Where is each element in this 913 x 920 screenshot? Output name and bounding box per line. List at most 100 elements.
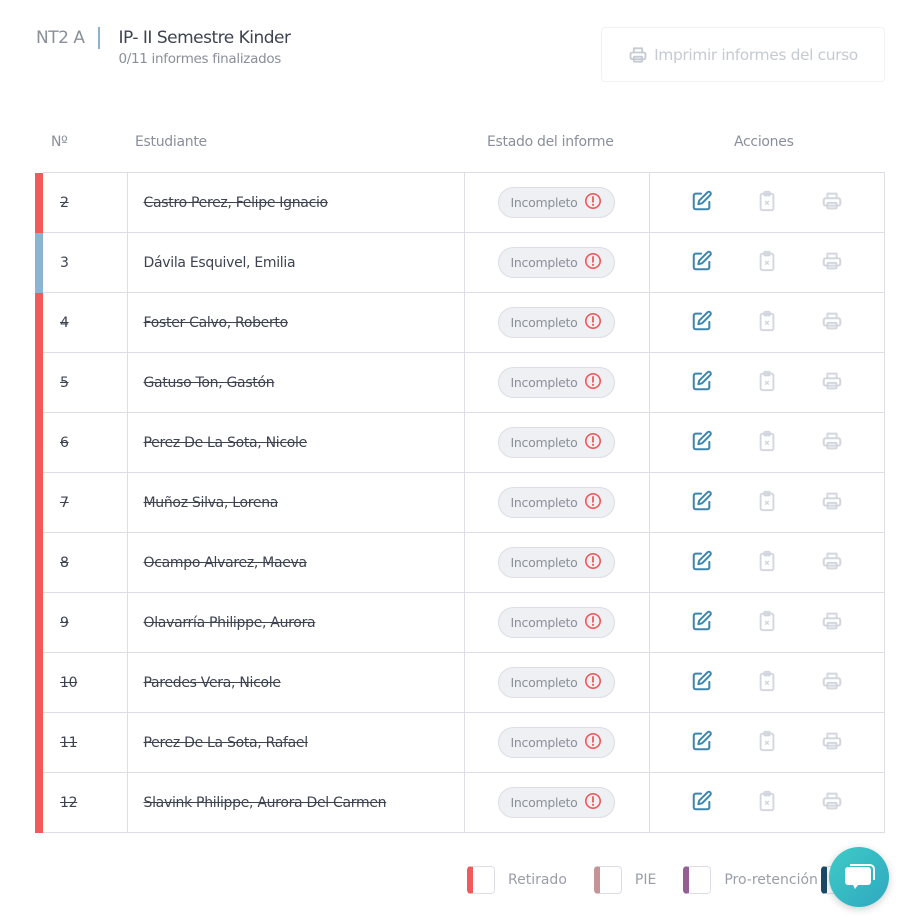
clipboard-icon[interactable] xyxy=(757,310,777,336)
student-number: 10 xyxy=(43,652,128,713)
alert-icon xyxy=(584,312,602,333)
col-state: Estado del informe xyxy=(487,134,614,150)
printer-icon[interactable] xyxy=(821,310,843,336)
clipboard-icon[interactable] xyxy=(757,490,777,516)
students-table: 2 Castro Perez, Felipe Ignacio Incomplet… xyxy=(35,172,885,833)
alert-icon xyxy=(584,732,602,753)
clipboard-icon[interactable] xyxy=(757,610,777,636)
edit-icon[interactable] xyxy=(691,190,713,216)
student-number: 7 xyxy=(43,472,128,533)
alert-icon xyxy=(584,792,602,813)
printer-icon[interactable] xyxy=(821,250,843,276)
status-label: Incompleto xyxy=(510,195,578,210)
table-row: 2 Castro Perez, Felipe Ignacio Incomplet… xyxy=(35,172,885,233)
status-badge: Incompleto xyxy=(497,487,616,518)
status-stripe xyxy=(35,712,43,773)
clipboard-icon[interactable] xyxy=(757,550,777,576)
clipboard-icon[interactable] xyxy=(757,190,777,216)
chat-button[interactable] xyxy=(829,847,889,907)
status-badge: Incompleto xyxy=(497,367,616,398)
student-number: 4 xyxy=(43,292,128,353)
student-number: 11 xyxy=(43,712,128,773)
student-number: 8 xyxy=(43,532,128,593)
legend-label: PIE xyxy=(634,872,657,888)
status-label: Incompleto xyxy=(510,255,578,270)
page-header: NT2 A IP- II Semestre Kinder 0/11 inform… xyxy=(36,27,291,67)
student-name: Paredes Vera, Nicole xyxy=(126,652,465,713)
edit-icon[interactable] xyxy=(691,370,713,396)
edit-icon[interactable] xyxy=(691,790,713,816)
status-badge: Incompleto xyxy=(497,607,616,638)
student-number: 12 xyxy=(43,772,128,833)
print-all-label: Imprimir informes del curso xyxy=(654,45,858,64)
chat-icon xyxy=(845,864,875,889)
alert-icon xyxy=(584,492,602,513)
status-label: Incompleto xyxy=(510,555,578,570)
printer-icon[interactable] xyxy=(821,190,843,216)
status-badge: Incompleto xyxy=(497,427,616,458)
student-number: 5 xyxy=(43,352,128,413)
printer-icon[interactable] xyxy=(821,490,843,516)
clipboard-icon[interactable] xyxy=(757,430,777,456)
status-label: Incompleto xyxy=(510,435,578,450)
printer-icon[interactable] xyxy=(821,550,843,576)
printer-icon[interactable] xyxy=(821,790,843,816)
table-row: 12 Slavink Philippe, Aurora Del Carmen I… xyxy=(35,772,885,833)
edit-icon[interactable] xyxy=(691,550,713,576)
print-all-button[interactable]: Imprimir informes del curso xyxy=(601,27,885,82)
printer-icon[interactable] xyxy=(821,370,843,396)
status-label: Incompleto xyxy=(510,795,578,810)
col-num: Nº xyxy=(51,134,68,150)
legend-swatch xyxy=(467,866,495,894)
student-name: Foster Calvo, Roberto xyxy=(126,292,465,353)
student-name: Dávila Esquivel, Emilia xyxy=(126,232,465,293)
clipboard-icon[interactable] xyxy=(757,730,777,756)
status-badge: Incompleto xyxy=(497,667,616,698)
clipboard-icon[interactable] xyxy=(757,790,777,816)
status-badge: Incompleto xyxy=(497,187,616,218)
edit-icon[interactable] xyxy=(691,610,713,636)
printer-icon[interactable] xyxy=(821,670,843,696)
legend-swatch xyxy=(683,866,712,894)
legend-label: Retirado xyxy=(508,872,567,888)
alert-icon xyxy=(584,372,602,393)
student-name: Perez De La Sota, Nicole xyxy=(126,412,465,473)
clipboard-icon[interactable] xyxy=(757,370,777,396)
alert-icon xyxy=(584,612,602,633)
status-label: Incompleto xyxy=(510,735,578,750)
col-actions: Acciones xyxy=(734,134,794,150)
edit-icon[interactable] xyxy=(691,670,713,696)
printer-icon[interactable] xyxy=(821,730,843,756)
table-row: 9 Olavarría Philippe, Aurora Incompleto xyxy=(35,592,885,653)
clipboard-icon[interactable] xyxy=(757,250,777,276)
status-badge: Incompleto xyxy=(497,307,616,338)
table-row: 5 Gatuso Ton, Gastón Incompleto xyxy=(35,352,885,413)
student-number: 2 xyxy=(43,172,128,233)
legend-swatch xyxy=(593,866,622,894)
edit-icon[interactable] xyxy=(691,430,713,456)
status-stripe xyxy=(35,592,43,653)
status-stripe xyxy=(35,532,43,593)
student-number: 3 xyxy=(43,232,128,293)
student-name: Gatuso Ton, Gastón xyxy=(126,352,465,413)
status-stripe xyxy=(35,772,43,833)
edit-icon[interactable] xyxy=(691,730,713,756)
student-number: 9 xyxy=(43,592,128,653)
table-row: 10 Paredes Vera, Nicole Incompleto xyxy=(35,652,885,713)
clipboard-icon[interactable] xyxy=(757,670,777,696)
edit-icon[interactable] xyxy=(691,490,713,516)
status-stripe xyxy=(35,352,43,413)
student-name: Ocampo Alvarez, Maeva xyxy=(126,532,465,593)
col-student: Estudiante xyxy=(135,134,207,150)
edit-icon[interactable] xyxy=(691,250,713,276)
legend: Retirado PIE Pro-retención xyxy=(467,866,832,894)
edit-icon[interactable] xyxy=(691,310,713,336)
table-row: 3 Dávila Esquivel, Emilia Incompleto xyxy=(35,232,885,293)
alert-icon xyxy=(584,552,602,573)
alert-icon xyxy=(584,672,602,693)
printer-icon[interactable] xyxy=(821,430,843,456)
table-row: 11 Perez De La Sota, Rafael Incompleto xyxy=(35,712,885,773)
student-name: Perez De La Sota, Rafael xyxy=(126,712,465,773)
legend-label: Pro-retención xyxy=(724,872,818,888)
printer-icon[interactable] xyxy=(821,610,843,636)
